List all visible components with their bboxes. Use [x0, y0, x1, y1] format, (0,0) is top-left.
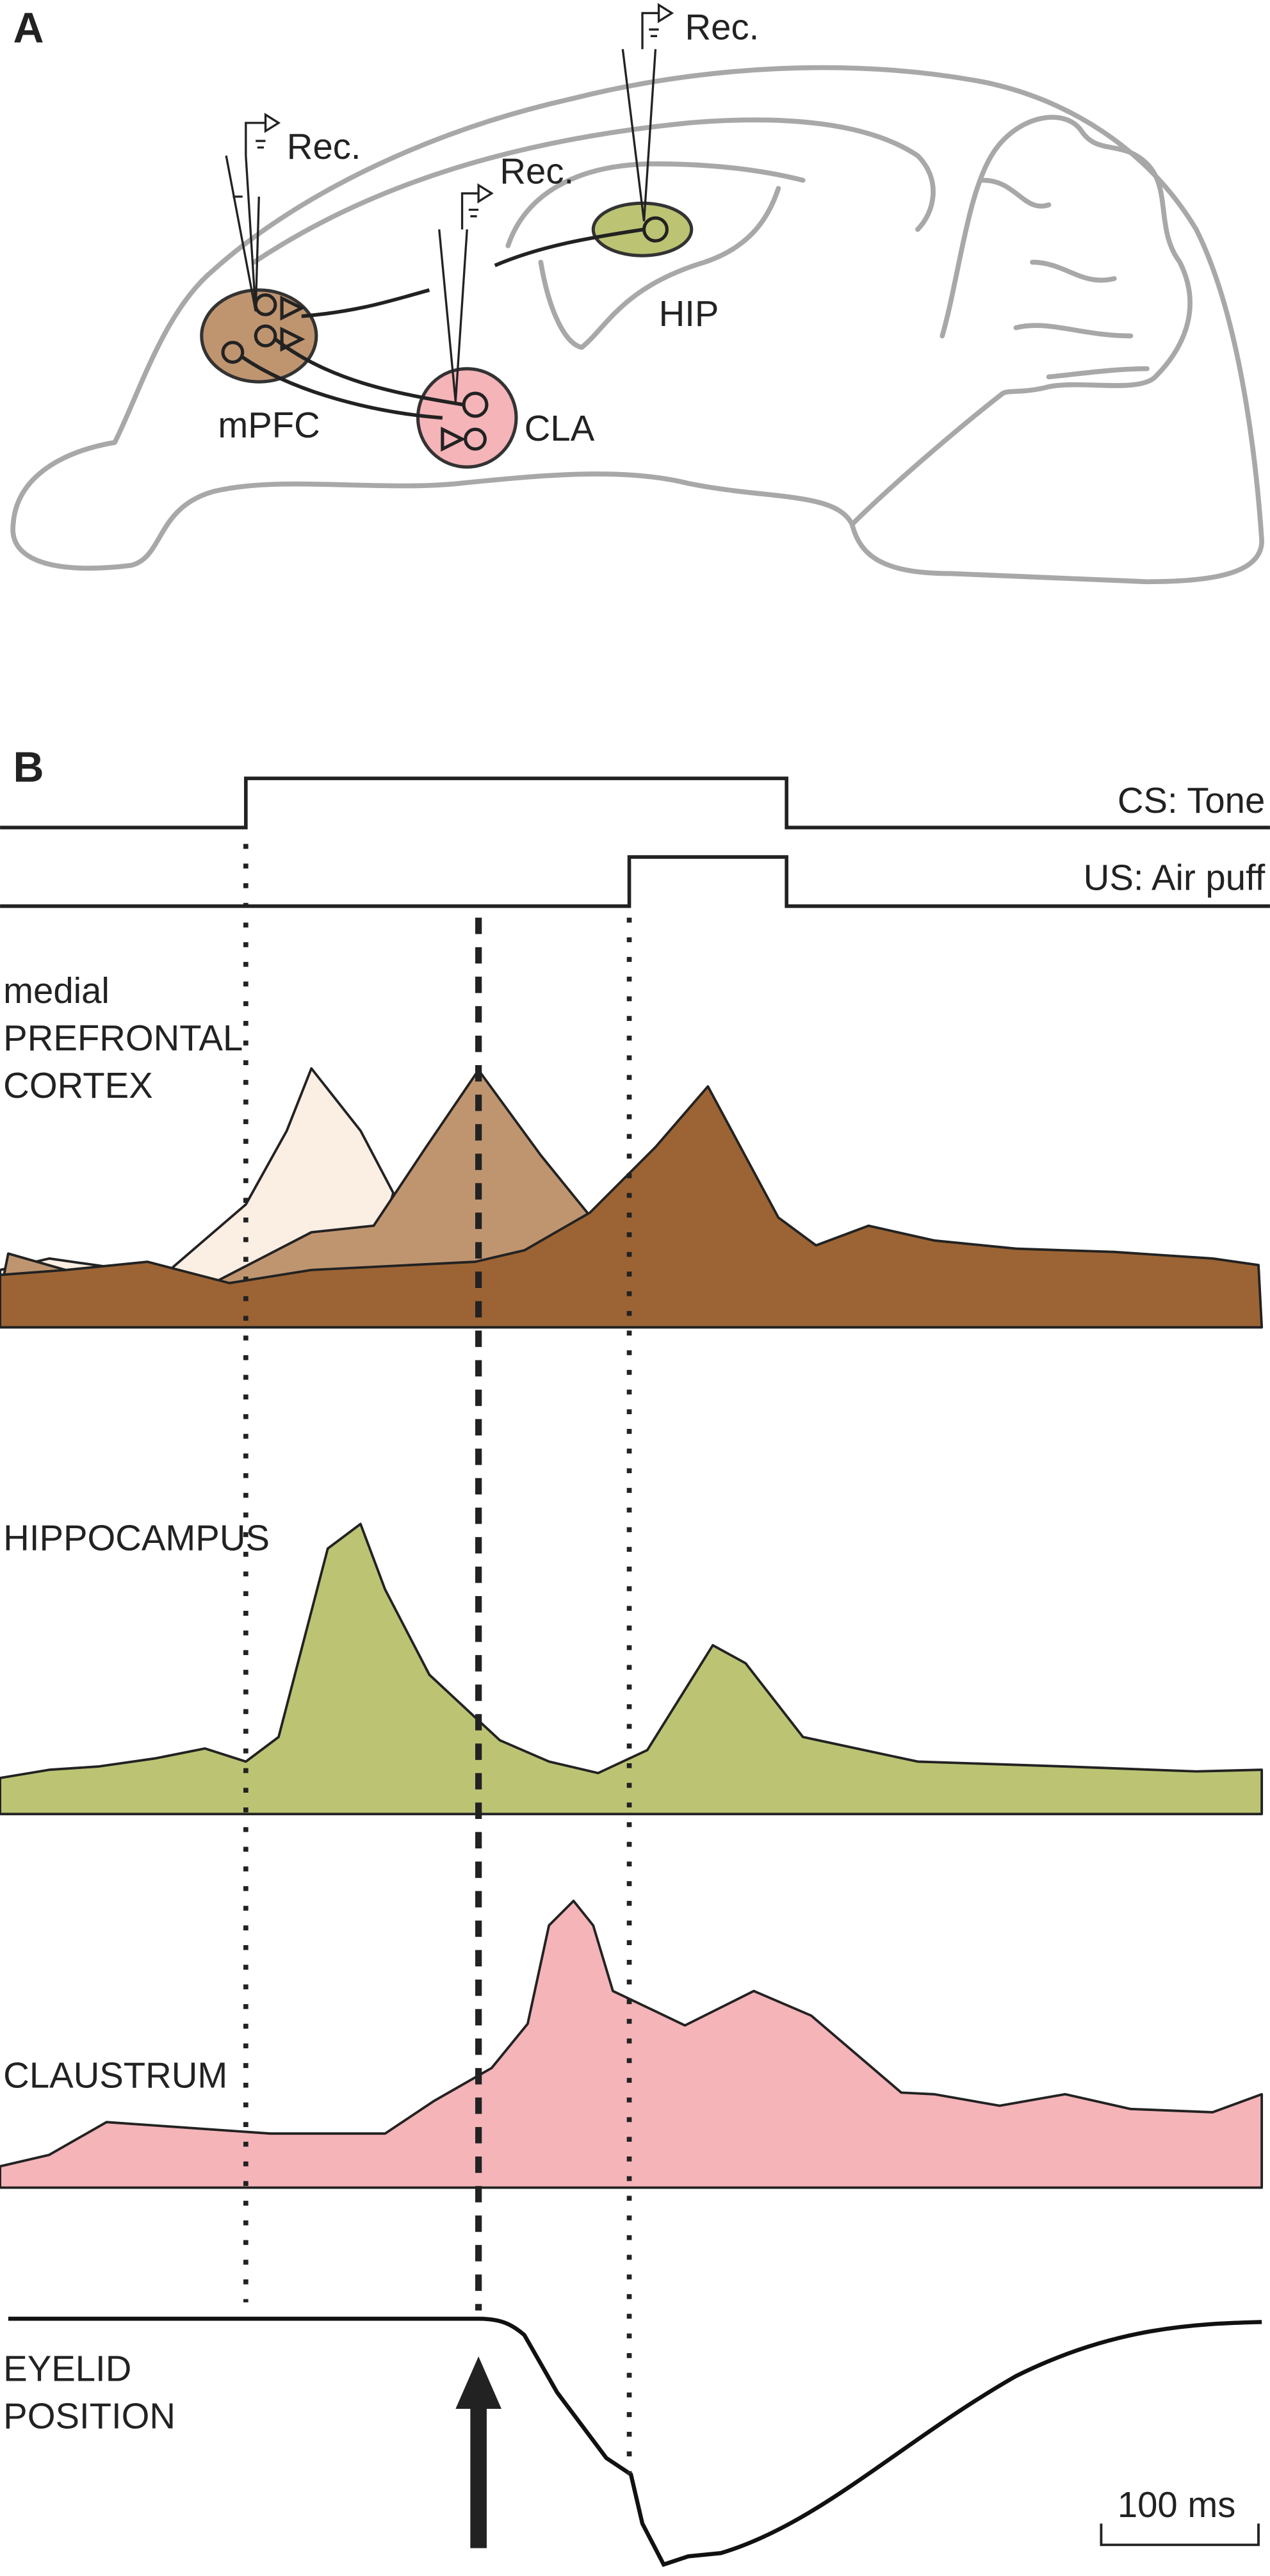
claustrum-trace	[0, 1899, 1264, 2189]
shape	[241, 355, 443, 420]
shape	[301, 288, 430, 318]
eyelid-trace	[8, 2317, 1262, 2567]
stimulus-label: US: Air puff	[1084, 857, 1266, 897]
region-label: mPFC	[218, 405, 320, 445]
trace-label: PREFRONTAL	[3, 1018, 243, 1058]
hippocampus-outline	[505, 161, 806, 350]
shape	[225, 155, 260, 312]
stimulus-label: CS: Tone	[1118, 780, 1265, 820]
rec-label: Rec.	[500, 151, 574, 192]
trace-label: EYELID	[3, 2349, 131, 2389]
electrodes	[225, 3, 674, 402]
trace-label: POSITION	[3, 2396, 175, 2436]
shape	[254, 324, 277, 348]
region-label: HIP	[659, 293, 719, 334]
shape	[441, 427, 466, 452]
brainstem	[849, 391, 1005, 527]
cortex-border	[251, 117, 936, 265]
hippocampus-trace	[0, 1522, 1264, 1816]
mpfc-trace-late	[0, 1085, 1264, 1329]
shape	[274, 338, 464, 407]
trace-label: HIPPOCAMPUS	[3, 1517, 270, 1558]
timing-lines	[243, 844, 632, 2475]
trace-label: medial	[3, 970, 110, 1011]
connections	[241, 227, 644, 420]
panel-a: A Rec. Rec. Rec.	[10, 3, 1264, 585]
rec-label: Rec.	[685, 6, 760, 47]
brain-outline	[10, 65, 1264, 585]
trace-label: CLAUSTRUM	[3, 2055, 227, 2096]
region-label: CLA	[525, 408, 595, 448]
mpfc-region	[200, 288, 318, 384]
scale-bar	[1100, 2523, 1260, 2547]
scale-bar-label: 100 ms	[1118, 2484, 1236, 2525]
trace-label: CORTEX	[3, 1065, 152, 1105]
shape	[280, 295, 305, 352]
shape	[460, 183, 494, 230]
shape	[455, 2356, 501, 2409]
shape	[470, 2402, 487, 2548]
shape	[641, 3, 674, 49]
panel-label: B	[13, 744, 44, 791]
panel-b: B CS: Tone US: Air puff medial PREFRONTA…	[0, 744, 1270, 2567]
shape	[494, 227, 644, 268]
panel-label: A	[13, 5, 44, 53]
shape	[245, 113, 281, 156]
cerebellum	[940, 115, 1193, 396]
rec-label: Rec.	[287, 126, 361, 167]
shape	[438, 229, 468, 402]
shape	[221, 341, 245, 364]
onset-arrow	[455, 2356, 501, 2548]
us-trace	[0, 855, 1270, 908]
cs-trace	[0, 776, 1270, 829]
shape	[621, 49, 657, 222]
